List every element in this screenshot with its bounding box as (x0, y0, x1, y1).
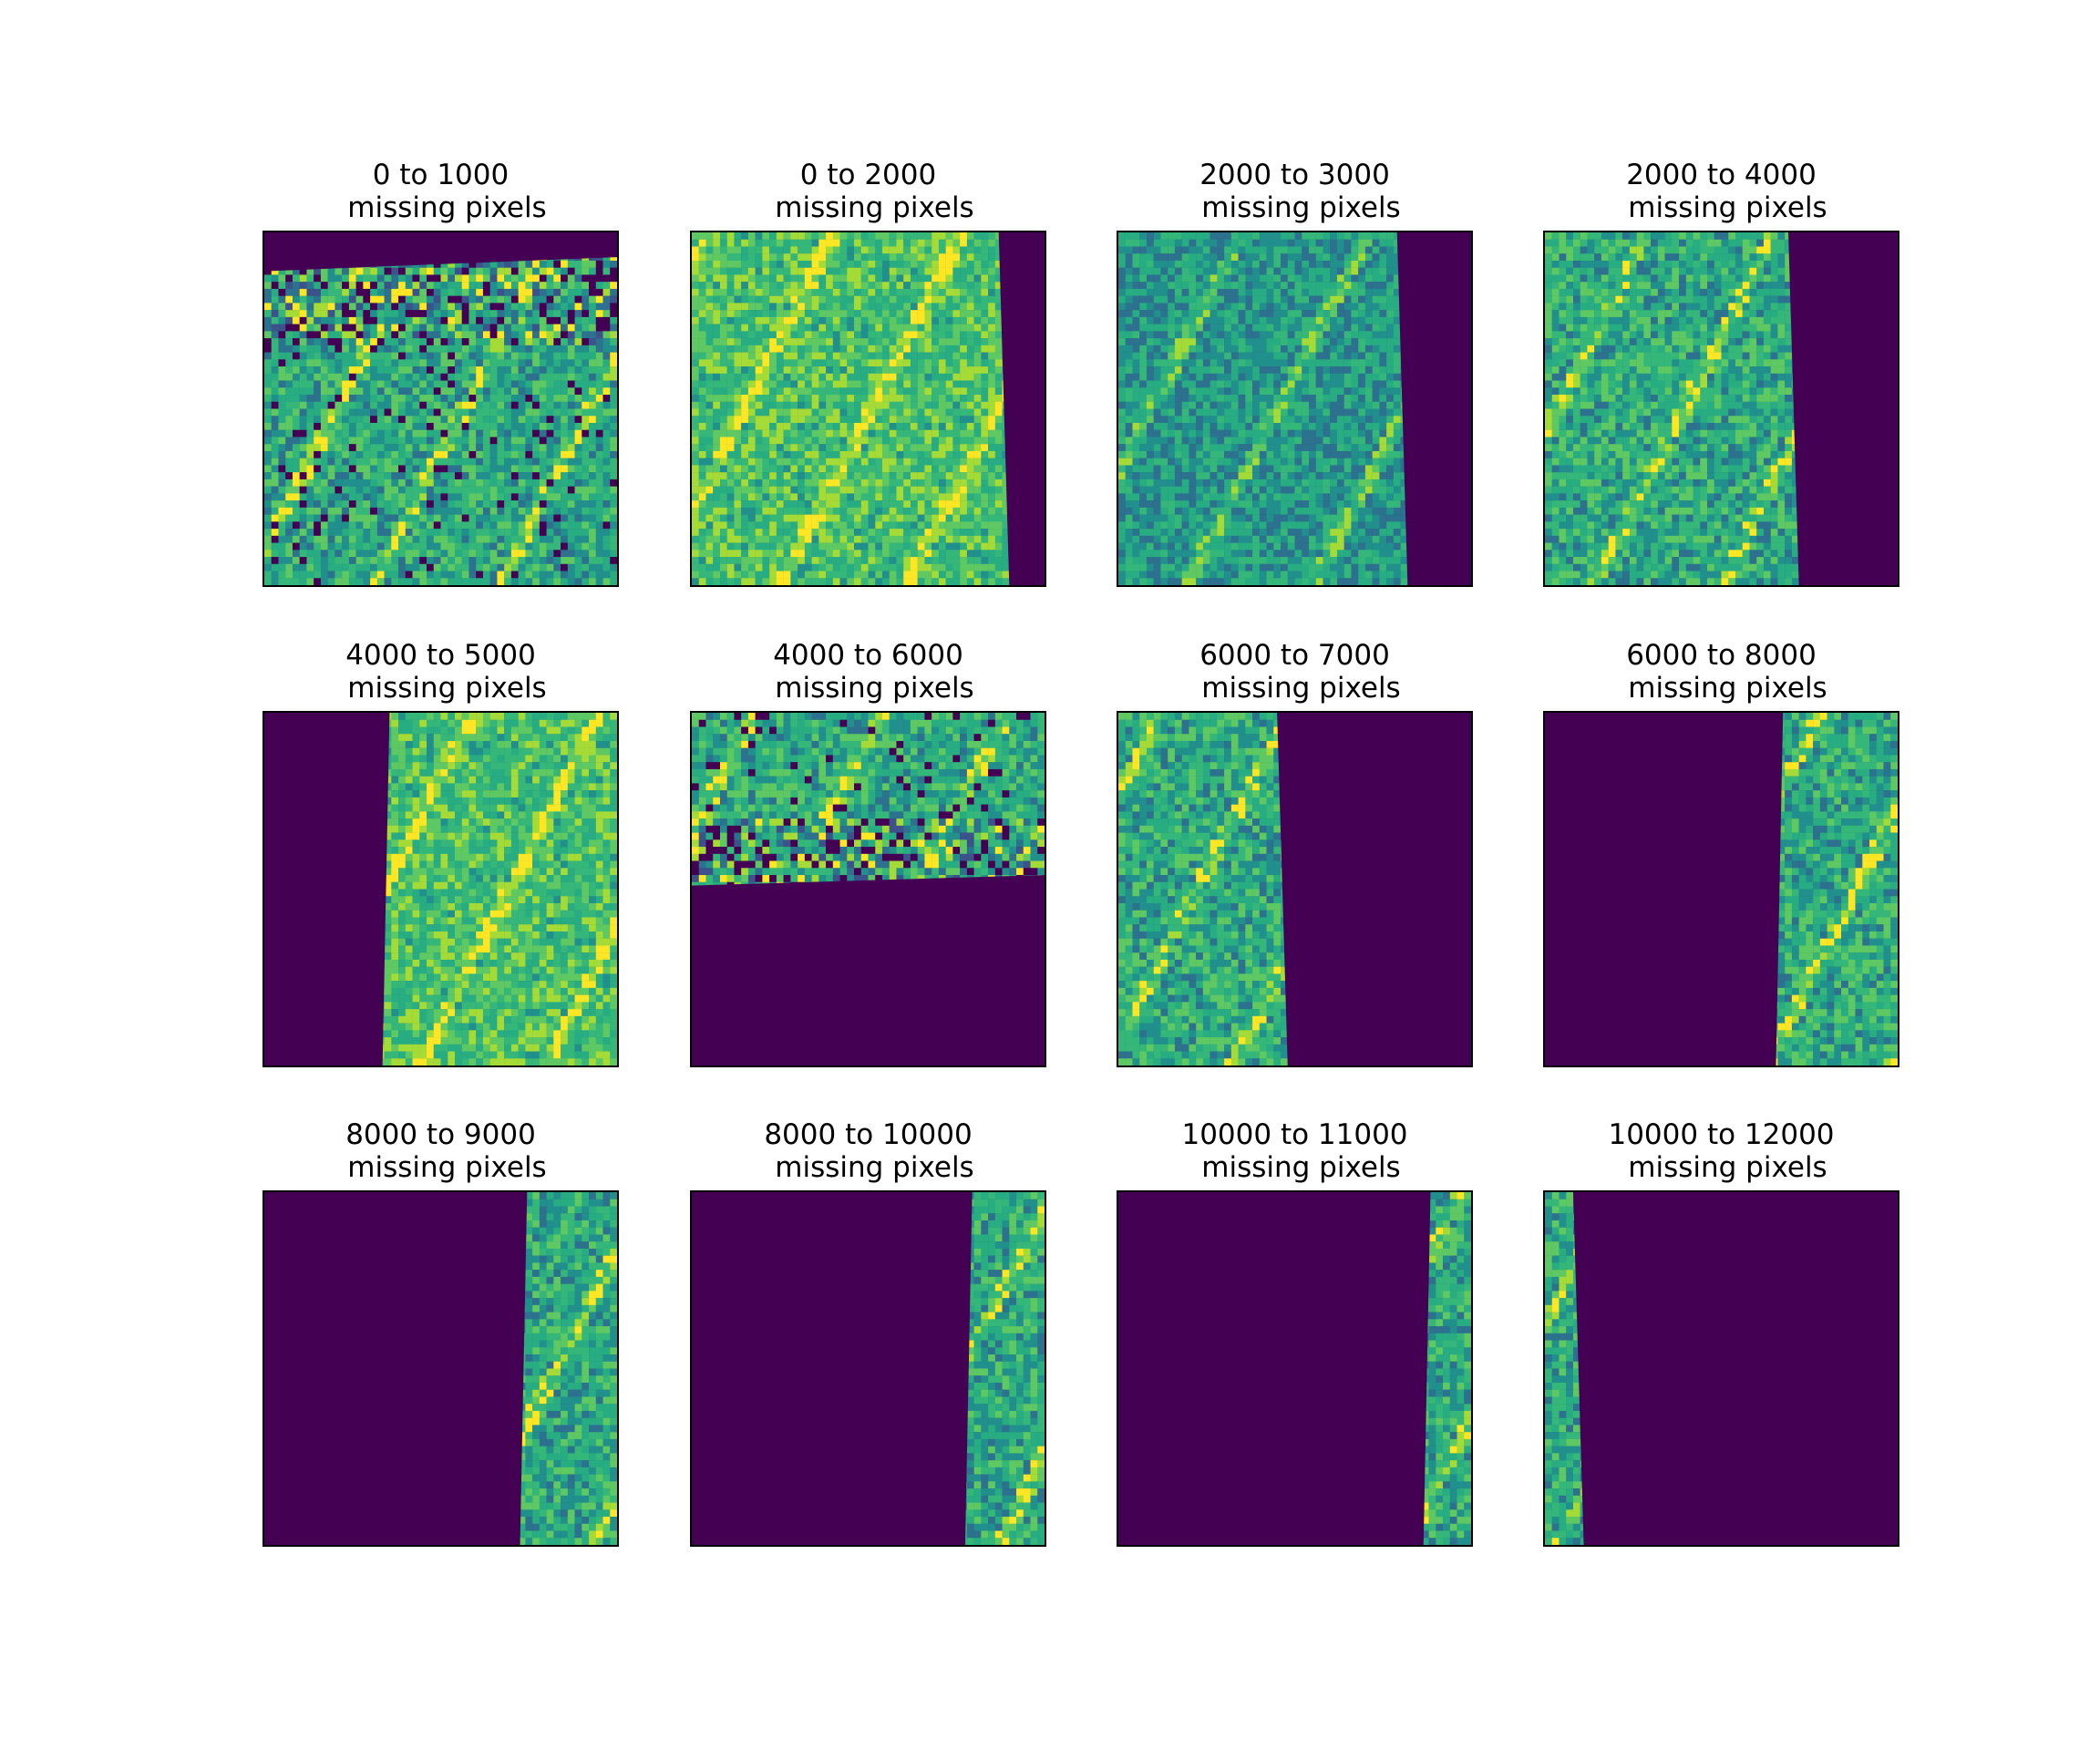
heatmap-image (692, 232, 1045, 585)
heatmap-image (264, 713, 617, 1065)
image-frame (1117, 1190, 1473, 1547)
panel-title: 8000 to 10000 missing pixels (654, 1118, 1083, 1184)
pixel-texture (264, 232, 617, 585)
heatmap-image (1118, 713, 1471, 1065)
image-frame (262, 711, 619, 1067)
missing-pixels-mask (264, 232, 617, 272)
image-panel: 8000 to 9000 missing pixels (262, 1118, 619, 1547)
missing-pixels-mask (1277, 713, 1471, 1065)
image-panel: 6000 to 8000 missing pixels (1543, 639, 1899, 1067)
panel-title-caption: missing pixels (1080, 672, 1509, 705)
panel-title-caption: missing pixels (1507, 672, 1936, 705)
panel-title: 2000 to 3000 missing pixels (1080, 159, 1509, 224)
panel-title: 4000 to 6000 missing pixels (654, 639, 1083, 705)
image-panel: 10000 to 12000 missing pixels (1543, 1118, 1899, 1547)
panel-title-caption: missing pixels (226, 672, 655, 705)
heatmap-image (1118, 1192, 1471, 1545)
heatmap-image (1545, 713, 1898, 1065)
panel-title-range: 4000 to 6000 (654, 639, 1083, 672)
missing-pixels-mask (692, 1192, 973, 1545)
panel-title-caption: missing pixels (654, 1151, 1083, 1184)
heatmap-image (264, 232, 617, 585)
image-frame (262, 231, 619, 587)
image-frame (1543, 711, 1899, 1067)
missing-pixels-mask (1572, 1192, 1898, 1545)
panel-title-range: 2000 to 3000 (1080, 159, 1509, 191)
panel-title-range: 8000 to 10000 (654, 1118, 1083, 1151)
image-panel: 2000 to 3000 missing pixels (1117, 159, 1473, 587)
panel-title-caption: missing pixels (226, 1151, 655, 1184)
image-frame (1117, 711, 1473, 1067)
missing-pixels-mask (1545, 713, 1784, 1065)
panel-title: 6000 to 7000 missing pixels (1080, 639, 1509, 705)
missing-pixels-mask (692, 875, 1045, 1065)
panel-title-caption: missing pixels (1507, 1151, 1936, 1184)
panel-title: 8000 to 9000 missing pixels (226, 1118, 655, 1184)
panel-title: 10000 to 12000 missing pixels (1507, 1118, 1936, 1184)
heatmap-image (692, 1192, 1045, 1545)
image-frame (690, 1190, 1046, 1547)
heatmap-image (264, 1192, 617, 1545)
panel-title: 4000 to 5000 missing pixels (226, 639, 655, 705)
panel-title-caption: missing pixels (654, 672, 1083, 705)
panel-title-range: 6000 to 8000 (1507, 639, 1936, 672)
panel-title-range: 10000 to 12000 (1507, 1118, 1936, 1151)
panel-title-caption: missing pixels (1080, 191, 1509, 224)
heatmap-image (692, 713, 1045, 1065)
missing-pixels-mask (264, 713, 390, 1065)
heatmap-image (1545, 1192, 1898, 1545)
missing-pixels-mask (1396, 232, 1471, 585)
image-frame (1543, 1190, 1899, 1547)
panel-title-range: 6000 to 7000 (1080, 639, 1509, 672)
missing-pixels-mask (264, 1192, 528, 1545)
panel-title-range: 0 to 2000 (654, 159, 1083, 191)
image-panel: 8000 to 10000 missing pixels (690, 1118, 1046, 1547)
heatmap-image (1545, 232, 1898, 585)
image-panel: 0 to 1000 missing pixels (262, 159, 619, 587)
image-panel: 0 to 2000 missing pixels (690, 159, 1046, 587)
panel-title: 0 to 2000 missing pixels (654, 159, 1083, 224)
image-panel: 10000 to 11000 missing pixels (1117, 1118, 1473, 1547)
image-panel: 2000 to 4000 missing pixels (1543, 159, 1899, 587)
image-frame (1117, 231, 1473, 587)
missing-pixels-mask (1788, 232, 1898, 585)
image-panel: 4000 to 5000 missing pixels (262, 639, 619, 1067)
image-frame (262, 1190, 619, 1547)
image-panel: 6000 to 7000 missing pixels (1117, 639, 1473, 1067)
panel-title: 2000 to 4000 missing pixels (1507, 159, 1936, 224)
pixel-texture (692, 232, 1045, 585)
missing-pixels-mask (1118, 1192, 1431, 1545)
panel-title-caption: missing pixels (1507, 191, 1936, 224)
panel-title-caption: missing pixels (654, 191, 1083, 224)
panel-title-caption: missing pixels (226, 191, 655, 224)
panel-title-range: 0 to 1000 (226, 159, 655, 191)
image-panel: 4000 to 6000 missing pixels (690, 639, 1046, 1067)
panel-title-range: 2000 to 4000 (1507, 159, 1936, 191)
image-frame (1543, 231, 1899, 587)
panel-title-range: 4000 to 5000 (226, 639, 655, 672)
heatmap-image (1118, 232, 1471, 585)
image-frame (690, 711, 1046, 1067)
panel-title-range: 8000 to 9000 (226, 1118, 655, 1151)
panel-title-range: 10000 to 11000 (1080, 1118, 1509, 1151)
panel-title-caption: missing pixels (1080, 1151, 1509, 1184)
missing-pixels-mask (998, 232, 1045, 585)
panel-title: 6000 to 8000 missing pixels (1507, 639, 1936, 705)
image-frame (690, 231, 1046, 587)
panel-title: 0 to 1000 missing pixels (226, 159, 655, 224)
panel-title: 10000 to 11000 missing pixels (1080, 1118, 1509, 1184)
